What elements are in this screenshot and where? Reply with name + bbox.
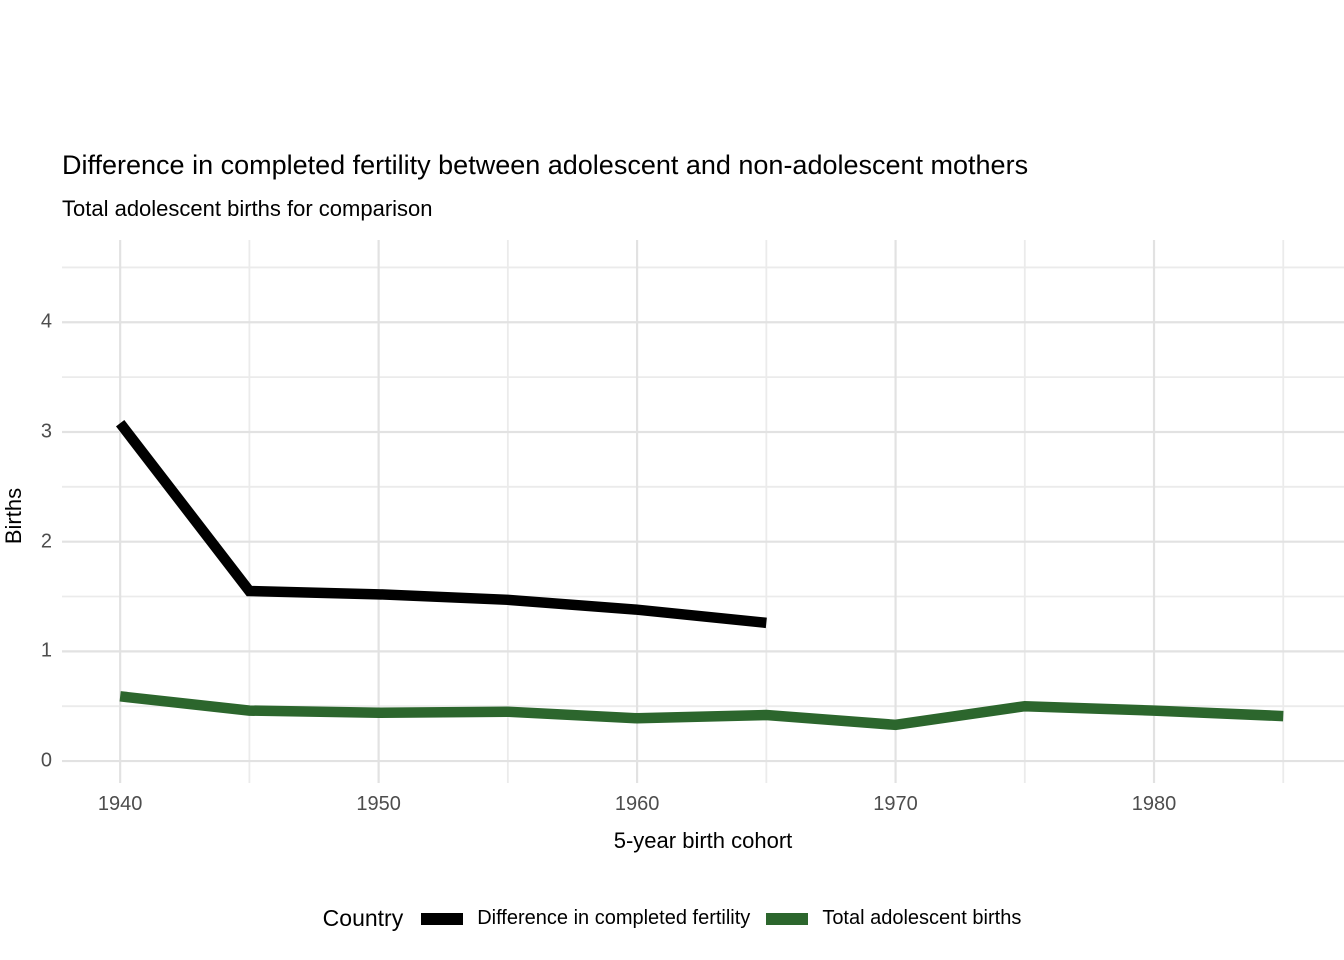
series-lines (115, 419, 1284, 731)
series-line-0 (115, 419, 767, 629)
x-tick-label: 1970 (873, 793, 918, 815)
y-tick-label: 1 (40, 639, 52, 662)
series-line-1 (119, 691, 1284, 731)
legend-key-icon (421, 912, 464, 925)
x-tick-label: 1940 (97, 793, 143, 815)
x-axis-title: 5-year birth cohort (613, 828, 793, 853)
gridlines-major (62, 240, 1344, 783)
y-tick-label: 3 (40, 420, 52, 443)
y-tick-label: 4 (40, 310, 52, 333)
legend-title: Country (322, 905, 404, 931)
x-tick-label: 1960 (614, 793, 660, 815)
y-tick-label: 2 (40, 530, 52, 553)
x-tick-label: 1950 (356, 793, 401, 815)
chart-title: Difference in completed fertility betwee… (62, 150, 1029, 180)
x-tick-label: 1980 (1131, 793, 1177, 815)
legend-item-1: Total adolescent births (766, 907, 1021, 930)
y-tick-label: 0 (40, 749, 52, 772)
y-axis-title: Births (1, 487, 26, 544)
legend-label: Difference in completed fertility (477, 907, 751, 929)
legend-key-icon (766, 912, 809, 925)
legend-item-0: Difference in completed fertility (421, 907, 750, 930)
legend-items: Difference in completed fertility Total a… (421, 907, 1021, 930)
legend: Country Difference in completed fertilit… (0, 905, 1344, 932)
legend-label: Total adolescent births (822, 907, 1022, 929)
chart-subtitle: Total adolescent births for comparison (62, 196, 433, 221)
